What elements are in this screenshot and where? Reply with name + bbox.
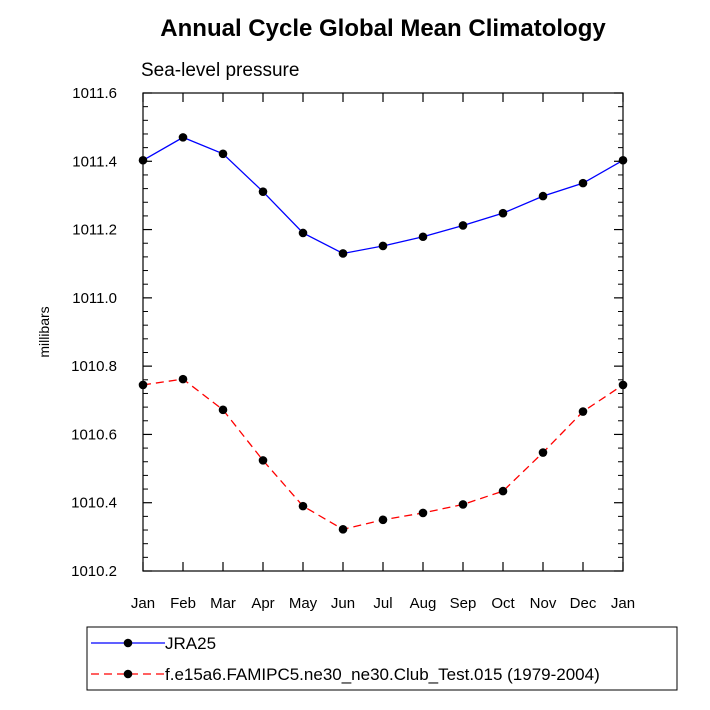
data-point	[418, 508, 428, 518]
x-tick-label: Dec	[570, 595, 597, 612]
legend: JRA25 f.e15a6.FAMIPC5.ne30_ne30.Club_Test…	[91, 634, 600, 684]
data-point	[538, 448, 548, 457]
data-point	[218, 149, 228, 159]
series-line	[142, 136, 624, 255]
y-tick-label: 1010.2	[71, 563, 117, 580]
x-tick-label: Jun	[331, 595, 355, 612]
data-point	[378, 515, 388, 525]
x-tick-label: Jul	[373, 595, 392, 612]
legend-label: f.e15a6.FAMIPC5.ne30_ne30.Club_Test.015 …	[165, 665, 600, 684]
legend-item-0: JRA25	[91, 634, 216, 653]
data-point	[538, 191, 548, 201]
legend-box	[86, 626, 678, 691]
data-point	[138, 380, 148, 390]
data-point	[258, 456, 268, 465]
legend-label: JRA25	[165, 634, 216, 653]
x-tick-label: Oct	[491, 595, 515, 612]
x-tick-label: Aug	[410, 595, 437, 612]
y-tick-label: 1010.4	[71, 495, 117, 512]
x-tick-label: Nov	[530, 595, 557, 612]
data-point	[258, 187, 268, 196]
x-tick-label: Mar	[210, 595, 236, 612]
data-point	[298, 228, 308, 238]
data-point	[458, 221, 468, 230]
series-line	[142, 378, 624, 531]
x-tick-label: Apr	[251, 595, 274, 612]
data-point	[218, 405, 228, 415]
data-point	[338, 525, 348, 534]
data-point	[138, 155, 148, 165]
y-tick-label: 1011.0	[72, 290, 117, 307]
x-tick-label: May	[289, 595, 318, 612]
y-tick-label: 1010.8	[71, 358, 117, 375]
data-point	[618, 380, 628, 390]
plot-frame	[142, 92, 624, 572]
y-tick-label: 1010.6	[71, 426, 117, 443]
data-point	[378, 241, 388, 251]
data-point	[498, 208, 508, 218]
y-tick-label: 1011.6	[72, 85, 117, 102]
legend-marker	[123, 669, 133, 679]
axis-ticks: 1010.2 1010.4 1010.6 1010.8 1011.0 1011.2 1011…	[71, 85, 635, 612]
y-tick-label: 1011.4	[72, 153, 117, 170]
series-0	[138, 133, 628, 258]
data-point	[178, 133, 188, 142]
legend-item-1: f.e15a6.FAMIPC5.ne30_ne30.Club_Test.015 …	[91, 665, 600, 684]
data-point	[418, 232, 428, 242]
data-point	[338, 249, 348, 258]
series-layer	[138, 133, 628, 534]
x-tick-label: Jan	[611, 595, 635, 612]
y-axis-label: millibars	[36, 306, 52, 357]
data-point	[618, 155, 628, 165]
data-point	[578, 178, 588, 188]
data-point	[498, 486, 508, 496]
data-point	[578, 407, 588, 416]
series-1	[138, 374, 628, 534]
chart-subtitle: Sea-level pressure	[141, 60, 299, 81]
y-tick-label: 1011.2	[72, 222, 117, 239]
x-tick-label: Jan	[131, 595, 155, 612]
data-point	[178, 374, 188, 384]
legend-marker	[123, 638, 133, 648]
x-tick-label: Feb	[170, 595, 196, 612]
x-tick-label: Sep	[450, 595, 477, 612]
data-point	[458, 500, 468, 509]
data-point	[298, 501, 308, 511]
chart-title: Annual Cycle Global Mean Climatology	[160, 15, 606, 42]
